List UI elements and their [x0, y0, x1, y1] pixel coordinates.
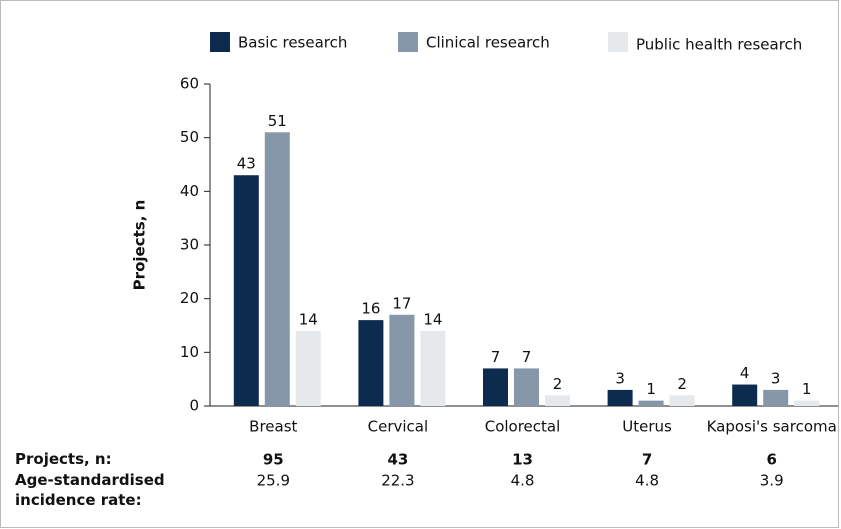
y-tick-label: 40	[180, 182, 199, 200]
data-label: 14	[423, 310, 442, 328]
data-label: 1	[646, 380, 656, 398]
bar	[420, 330, 446, 406]
legend-label: Clinical research	[426, 34, 550, 52]
table-cell: 25.9	[257, 472, 290, 490]
bar	[389, 314, 415, 406]
data-label: 51	[268, 112, 287, 130]
y-tick-label: 60	[180, 75, 199, 93]
x-tick-label: Cervical	[368, 418, 429, 436]
y-tick-label: 0	[189, 397, 199, 415]
bar	[638, 400, 664, 406]
bar	[264, 132, 290, 407]
bar	[669, 395, 695, 406]
data-label: 14	[299, 310, 318, 328]
bar	[295, 330, 321, 406]
data-label: 3	[771, 369, 781, 387]
bar	[233, 175, 259, 406]
data-label: 1	[802, 380, 812, 398]
bar	[763, 389, 789, 406]
x-tick-label: Colorectal	[485, 418, 561, 436]
bar	[607, 389, 633, 406]
x-tick-label: Uterus	[622, 418, 672, 436]
table-cell: 22.3	[381, 472, 414, 490]
x-tick-label: Breast	[249, 418, 297, 436]
data-label: 2	[677, 375, 687, 393]
table-cell: 13	[512, 451, 533, 469]
bar	[732, 384, 758, 406]
bar	[483, 368, 508, 406]
y-tick-label: 30	[180, 236, 199, 254]
bar	[358, 320, 384, 406]
legend-label: Public health research	[636, 36, 802, 54]
table-cell: 95	[263, 451, 284, 469]
row-label: Age-standardised incidence rate:	[15, 471, 165, 509]
table-cell: 7	[642, 451, 652, 469]
legend-swatch	[398, 32, 418, 52]
x-tick-label: Kaposi's sarcoma	[707, 418, 837, 436]
data-label: 16	[361, 300, 380, 318]
y-tick-label: 20	[180, 289, 199, 307]
table-cell: 4.8	[511, 472, 535, 490]
data-label: 2	[553, 375, 563, 393]
row-label: Projects, n:	[15, 450, 112, 468]
legend-swatch	[210, 32, 230, 52]
table-cell: 4.8	[635, 472, 659, 490]
legend-label: Basic research	[238, 34, 347, 52]
data-label: 7	[522, 348, 532, 366]
data-label: 3	[615, 369, 625, 387]
y-tick-label: 10	[180, 343, 199, 361]
bar	[514, 368, 539, 406]
table-cell: 3.9	[760, 472, 784, 490]
data-label: 43	[237, 155, 256, 173]
y-tick-label: 50	[180, 128, 199, 146]
y-axis-label: Projects, n	[131, 200, 149, 291]
bar	[794, 400, 820, 406]
bar	[545, 395, 570, 406]
data-label: 17	[392, 294, 411, 312]
data-label: 7	[491, 348, 501, 366]
table-cell: 43	[387, 451, 408, 469]
data-label: 4	[740, 364, 750, 382]
legend-swatch	[608, 32, 628, 52]
table-cell: 6	[766, 451, 776, 469]
